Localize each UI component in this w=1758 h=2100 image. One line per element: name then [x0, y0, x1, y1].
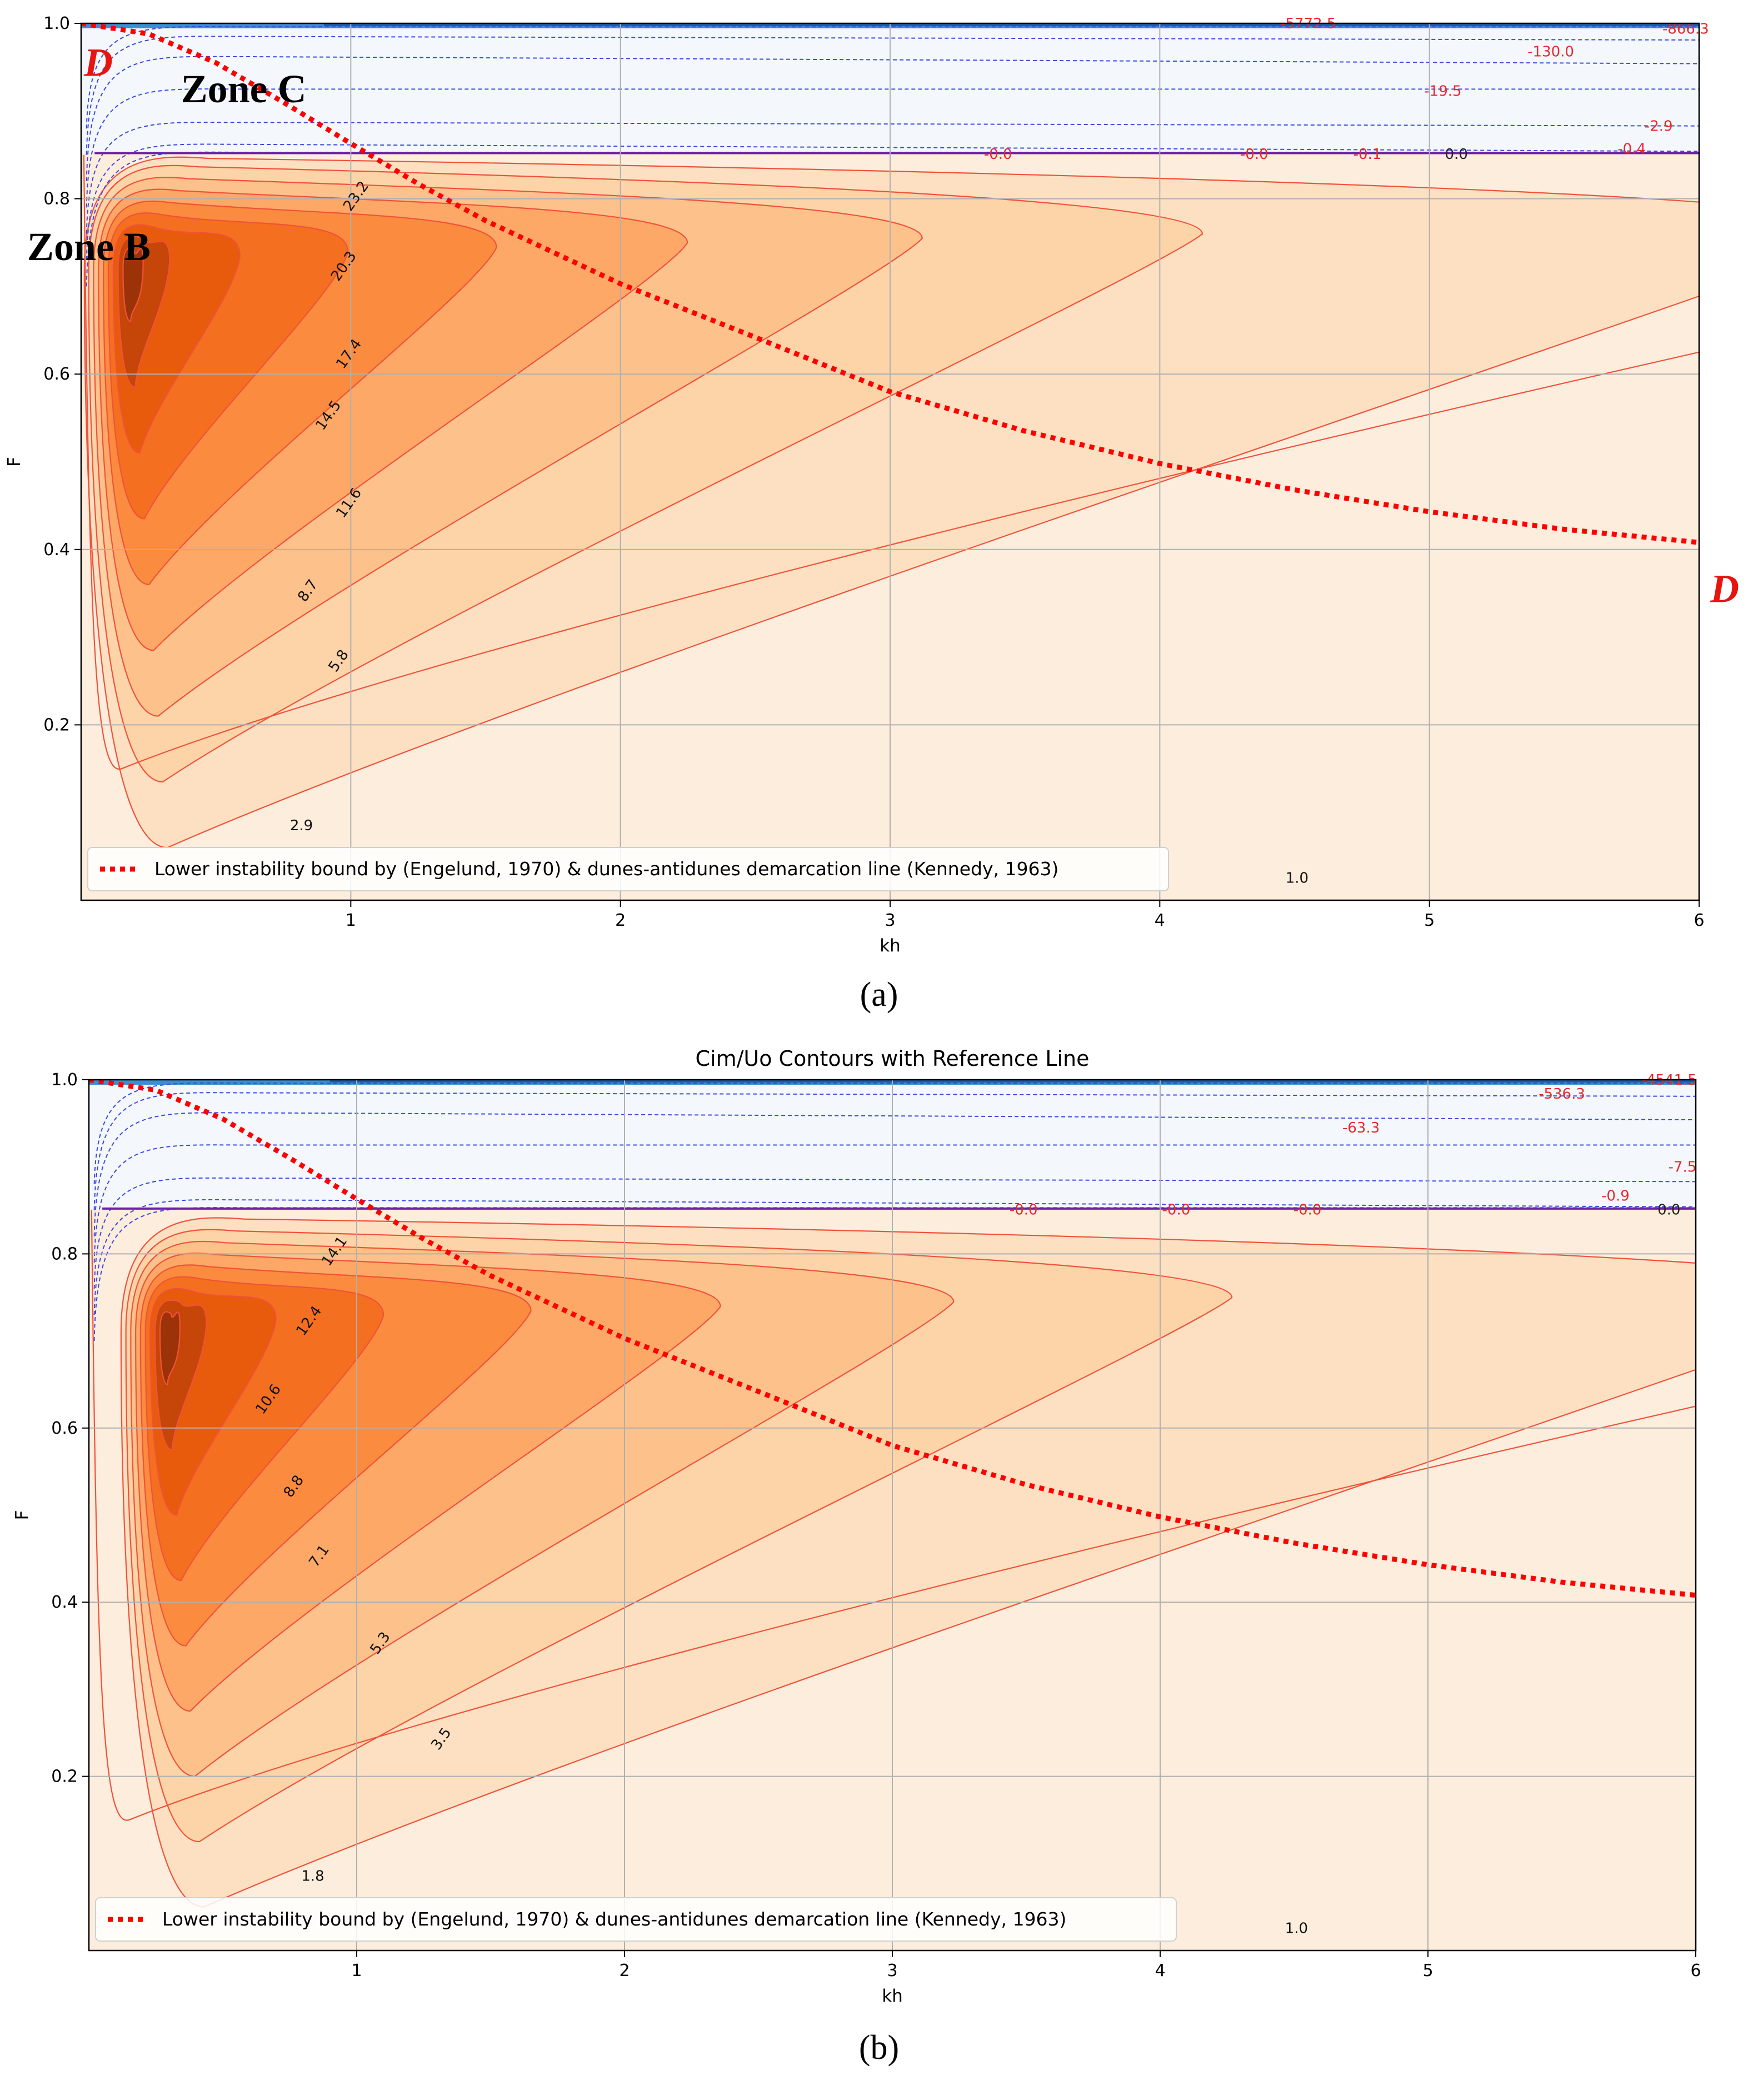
caption-b: (b)	[858, 2029, 900, 2067]
x-ticks: 1 2 3 4 5 6	[346, 900, 1705, 930]
legend: Lower instability bound by (Engelund, 19…	[87, 847, 1169, 891]
zone-b-label: Zone B	[27, 225, 151, 269]
negative-contour	[86, 36, 1699, 155]
contour-label-negative: -19.5	[1424, 83, 1461, 100]
x-tick-label: 1	[346, 911, 356, 930]
contour-level-23-2	[122, 247, 144, 322]
caption-a: (a)	[860, 976, 898, 1014]
chart-title: Cim/Uo Contours with Reference Line	[696, 1046, 1090, 1071]
contour-outer-curve	[91, 1210, 1696, 1821]
legend: Lower instability bound by (Engelund, 19…	[95, 1897, 1177, 1942]
negative-contour	[86, 56, 1699, 182]
contour-label-negative: -0.0	[1293, 1201, 1322, 1218]
x-axis-label: kh	[882, 1986, 903, 2006]
y-ticks: 0.2 0.4 0.6 0.8 1.0	[51, 1070, 89, 1787]
contour-label-negative: -0.0	[1240, 146, 1268, 163]
contour-label-negative: 0.0	[1657, 1201, 1680, 1218]
contour-label: 1.0	[1285, 1921, 1308, 1937]
contour-label: 1.0	[1286, 870, 1308, 886]
x-tick-label: 3	[885, 911, 895, 930]
contour-label-negative: -63.3	[1342, 1120, 1380, 1136]
line-label-d-start: D	[83, 41, 113, 85]
negative-contour	[93, 1082, 1696, 1185]
contour-label-negative: -536.3	[1539, 1086, 1585, 1103]
chart-panel-b: 1.01.83.55.37.18.810.612.414.1-4541.5-53…	[12, 1046, 1701, 2006]
contour-label-negative: -7.5	[1669, 1159, 1697, 1176]
zone-c-label: Zone C	[181, 67, 307, 111]
contour-label-negative: -0.0	[1162, 1201, 1191, 1218]
y-tick-label: 0.4	[43, 540, 70, 560]
contour-label-negative: -0.1	[1354, 146, 1382, 163]
y-ticks: 0.2 0.4 0.6 0.8 1.0	[43, 14, 81, 735]
x-tick-label: 1	[351, 1961, 362, 1981]
x-tick-label: 2	[619, 1961, 630, 1981]
negative-contour	[93, 1144, 1696, 1263]
x-tick-label: 6	[1690, 1961, 1701, 1981]
x-tick-label: 4	[1155, 911, 1165, 930]
x-tick-label: 5	[1424, 911, 1435, 930]
negative-contour	[93, 1177, 1696, 1289]
contour-label-negative: -0.0	[1010, 1201, 1038, 1218]
y-axis-label: F	[12, 1510, 32, 1520]
x-tick-label: 2	[615, 911, 626, 930]
contour-label-negative: 0.0	[1445, 146, 1468, 163]
reference-line	[81, 23, 1699, 545]
contour-outer-curve	[83, 154, 1699, 770]
y-tick-label: 0.2	[51, 1767, 78, 1787]
x-axis-label: kh	[880, 936, 901, 956]
contour-label-negative: -0.4	[1617, 141, 1646, 158]
contour-label-negative: -2.9	[1645, 118, 1673, 135]
negative-contour	[93, 1092, 1696, 1211]
y-tick-label: 1.0	[43, 14, 70, 33]
negative-contour	[93, 1112, 1696, 1237]
x-tick-label: 5	[1422, 1961, 1433, 1981]
contour-labels-negative: -4541.5-536.3-63.3-7.5-0.9-0.0 -0.0-0.0 0.…	[1010, 1072, 1697, 1218]
y-tick-label: 0.2	[43, 715, 70, 735]
contour-label-negative: -130.0	[1527, 43, 1574, 60]
y-axis-label: F	[4, 457, 24, 467]
legend-label: Lower instability bound by (Engelund, 19…	[154, 858, 1058, 880]
y-tick-label: 0.8	[43, 189, 70, 209]
y-tick-label: 1.0	[51, 1070, 78, 1090]
x-tick-label: 6	[1694, 911, 1704, 930]
y-tick-label: 0.6	[51, 1419, 78, 1438]
contour-label: 2.9	[290, 817, 313, 834]
negative-contour	[86, 26, 1699, 129]
chart-panel-a: 1.02.95.88.711.614.517.420.323.2-5772.5-…	[4, 14, 1739, 956]
reference-line	[89, 1080, 1696, 1598]
negative-contour	[86, 122, 1699, 234]
legend-box	[95, 1897, 1177, 1942]
contour-level-14-1	[159, 1311, 181, 1385]
x-tick-label: 4	[1155, 1961, 1165, 1981]
contour-label-negative: -0.9	[1601, 1188, 1630, 1204]
y-tick-label: 0.8	[51, 1244, 78, 1264]
x-tick-label: 3	[887, 1961, 897, 1981]
line-label-d-end: D	[1710, 566, 1739, 611]
y-tick-label: 0.4	[51, 1593, 78, 1612]
negative-contour	[86, 88, 1699, 208]
legend-label: Lower instability bound by (Engelund, 19…	[162, 1908, 1066, 1930]
contour-label-negative: -0.0	[984, 146, 1012, 163]
y-tick-label: 0.6	[43, 365, 70, 384]
legend-box	[87, 847, 1169, 891]
negative-extreme-band-dark	[329, 1080, 1696, 1083]
negative-contour	[93, 1207, 1696, 1341]
negative-extreme-band-dark	[323, 23, 1699, 26]
contour-label: 1.8	[301, 1868, 324, 1885]
x-ticks: 1 2 3 4 5 6	[351, 1951, 1701, 1981]
